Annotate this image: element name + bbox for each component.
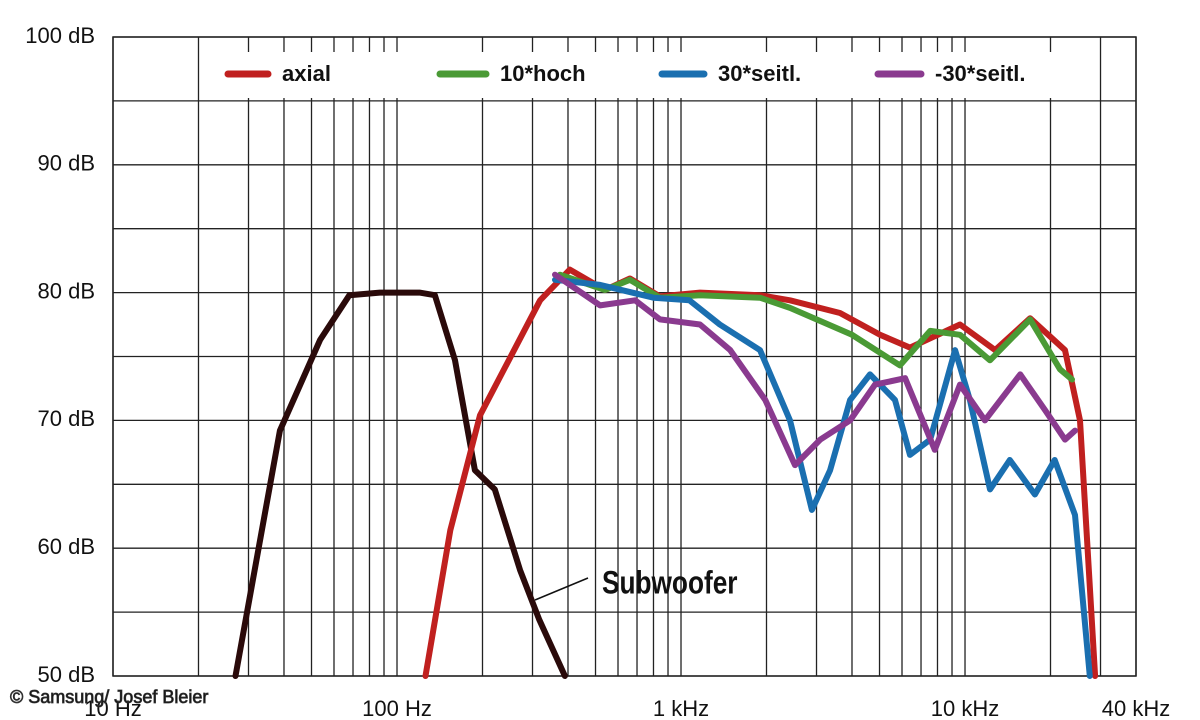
- legend-label: -30*seitl.: [935, 61, 1026, 86]
- legend-label: 30*seitl.: [718, 61, 801, 86]
- legend-label: 10*hoch: [500, 61, 586, 86]
- y-tick-label: 100 dB: [25, 23, 95, 48]
- plot-frame: [112, 36, 1137, 677]
- x-tick-label: 10 Hz: [84, 696, 141, 720]
- y-tick-label: 70 dB: [38, 406, 96, 431]
- series-line: [552, 271, 1078, 469]
- y-tick-label: 90 dB: [38, 151, 96, 176]
- y-tick-label: 60 dB: [38, 534, 96, 559]
- y-tick-label: 50 dB: [38, 662, 96, 687]
- x-tick-label: 10 kHz: [931, 696, 999, 720]
- series-line: [232, 289, 568, 679]
- x-tick-label: 40 kHz: [1102, 696, 1170, 720]
- y-tick-label: 80 dB: [38, 278, 96, 303]
- credit: © Samsung/ Josef Bleier: [10, 687, 208, 707]
- legend-label: axial: [282, 61, 331, 86]
- legend-box: [200, 52, 1090, 98]
- series-line: [552, 276, 1093, 679]
- x-tick-label: 1 kHz: [653, 696, 709, 720]
- annotation: Subwoofer: [602, 566, 738, 601]
- x-tick-label: 100 Hz: [362, 696, 432, 720]
- series-line: [557, 271, 1075, 383]
- annotation-leader: [534, 577, 589, 601]
